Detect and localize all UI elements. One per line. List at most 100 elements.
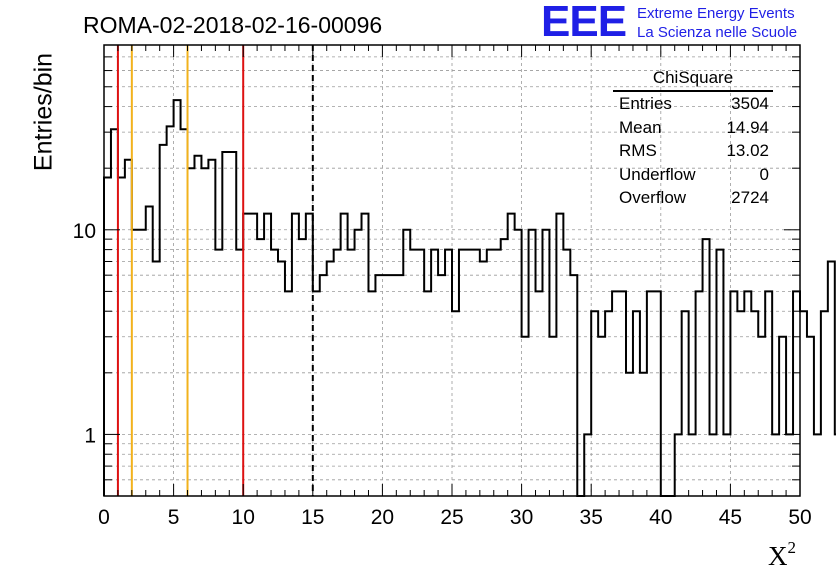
histogram-bin bbox=[355, 230, 362, 496]
stats-row-mean: Mean 14.94 bbox=[619, 117, 769, 137]
histogram-bin bbox=[188, 168, 195, 496]
histogram-bin bbox=[264, 214, 271, 496]
histogram-bin bbox=[814, 434, 821, 496]
histogram-bin bbox=[389, 275, 396, 496]
x-tick-label: 0 bbox=[98, 506, 110, 529]
histogram-bin bbox=[751, 311, 758, 496]
histogram-bin bbox=[362, 214, 369, 496]
histogram-bin bbox=[243, 214, 250, 496]
stats-row-underflow: Underflow 0 bbox=[619, 164, 769, 184]
histogram-bin bbox=[696, 291, 703, 496]
histogram-bin bbox=[257, 239, 264, 496]
histogram-bin bbox=[542, 230, 549, 496]
histogram-bin bbox=[522, 337, 529, 496]
histogram-bin bbox=[194, 156, 201, 496]
histogram-bin bbox=[765, 291, 772, 496]
histogram-bin bbox=[160, 145, 167, 496]
histogram-bin bbox=[570, 275, 577, 496]
histogram-bin bbox=[598, 337, 605, 496]
histogram-bin bbox=[174, 100, 181, 496]
histogram-bin bbox=[480, 261, 487, 496]
histogram-bin bbox=[424, 291, 431, 496]
histogram-bin bbox=[508, 214, 515, 496]
histogram-bin bbox=[313, 291, 320, 496]
histogram-bin bbox=[382, 275, 389, 496]
stats-row-rms: RMS 13.02 bbox=[619, 141, 769, 160]
histogram-bin bbox=[201, 168, 208, 496]
histogram-bin bbox=[229, 152, 236, 496]
stats-row-entries: Entries 3504 bbox=[619, 94, 769, 113]
x-tick-label: 15 bbox=[301, 506, 324, 529]
x-tick-label: 5 bbox=[168, 506, 180, 529]
histogram-bin bbox=[605, 311, 612, 496]
histogram-bin bbox=[591, 311, 598, 496]
histogram-bin bbox=[501, 239, 508, 496]
histogram-bin bbox=[633, 311, 640, 496]
histogram-bin bbox=[800, 311, 807, 496]
histogram-bin bbox=[737, 311, 744, 496]
histogram-bin bbox=[396, 275, 403, 496]
histogram-bin bbox=[292, 214, 299, 496]
histogram-bin bbox=[654, 291, 661, 496]
histogram-bin bbox=[111, 129, 118, 496]
histogram-bin bbox=[793, 291, 800, 496]
histogram-bin bbox=[327, 261, 334, 496]
stats-title: ChiSquare bbox=[613, 66, 773, 92]
histogram-bin bbox=[703, 239, 710, 496]
histogram-bin bbox=[828, 261, 835, 496]
y-axis-label: Entries/bin bbox=[29, 52, 58, 172]
histogram-bin bbox=[285, 291, 292, 496]
histogram-bin bbox=[744, 291, 751, 496]
histogram-bin bbox=[807, 337, 814, 496]
histogram-bin bbox=[438, 275, 445, 496]
logo-line-1: Extreme Energy Events bbox=[637, 5, 795, 22]
histogram-bin bbox=[779, 337, 786, 496]
chart-title: ROMA-02-2018-02-16-00096 bbox=[83, 12, 383, 38]
histogram-bin bbox=[153, 261, 160, 496]
histogram-bin bbox=[730, 291, 737, 496]
histogram-bin bbox=[208, 160, 215, 496]
histogram-bin bbox=[647, 291, 654, 496]
histogram-bin bbox=[250, 214, 257, 496]
x-tick-label: 10 bbox=[232, 506, 255, 529]
y-tick-label: 1 bbox=[84, 424, 96, 447]
histogram-bin bbox=[556, 214, 563, 496]
histogram-bin bbox=[341, 214, 348, 496]
histogram-bin bbox=[612, 291, 619, 496]
x-tick-label: 25 bbox=[440, 506, 463, 529]
histogram-bin bbox=[139, 230, 146, 496]
histogram-bin bbox=[125, 160, 132, 496]
histogram-bin bbox=[375, 275, 382, 496]
x-axis-label: X2 bbox=[768, 538, 796, 571]
x-tick-label: 40 bbox=[649, 506, 672, 529]
histogram-bin bbox=[368, 291, 375, 496]
histogram-bin bbox=[452, 311, 459, 496]
x-tick-label: 50 bbox=[788, 506, 811, 529]
histogram-bin bbox=[222, 152, 229, 496]
histogram-bin bbox=[181, 129, 188, 496]
x-tick-label: 20 bbox=[371, 506, 394, 529]
histogram-bin bbox=[299, 239, 306, 496]
histogram-bin bbox=[536, 291, 543, 496]
histogram-bin bbox=[132, 230, 139, 496]
histogram-bin bbox=[758, 337, 765, 496]
histogram-bin bbox=[549, 337, 556, 496]
histogram-bin bbox=[529, 230, 536, 496]
stats-box: ChiSquare Entries 3504 Mean 14.94 RMS 13.02… bbox=[611, 66, 777, 210]
eee-logo: EEE bbox=[541, 0, 627, 46]
logo-line-2: La Scienza nelle Scuole bbox=[637, 24, 798, 41]
x-tick-label: 30 bbox=[510, 506, 533, 529]
histogram-bin bbox=[403, 230, 410, 496]
x-tick-label: 45 bbox=[719, 506, 742, 529]
histogram-bin bbox=[515, 230, 522, 496]
histogram-bin bbox=[619, 291, 626, 496]
histogram-bin bbox=[320, 275, 327, 496]
stats-row-overflow: Overflow 2724 bbox=[619, 188, 769, 207]
marker-lines bbox=[116, 45, 314, 496]
axes: 0 5 10 15 20 25 30 35 40 45 50 1 10 bbox=[73, 44, 812, 529]
x-tick-label: 35 bbox=[580, 506, 603, 529]
y-tick-label: 10 bbox=[73, 220, 96, 243]
histogram-bin bbox=[278, 261, 285, 496]
histogram-bin bbox=[821, 311, 828, 496]
